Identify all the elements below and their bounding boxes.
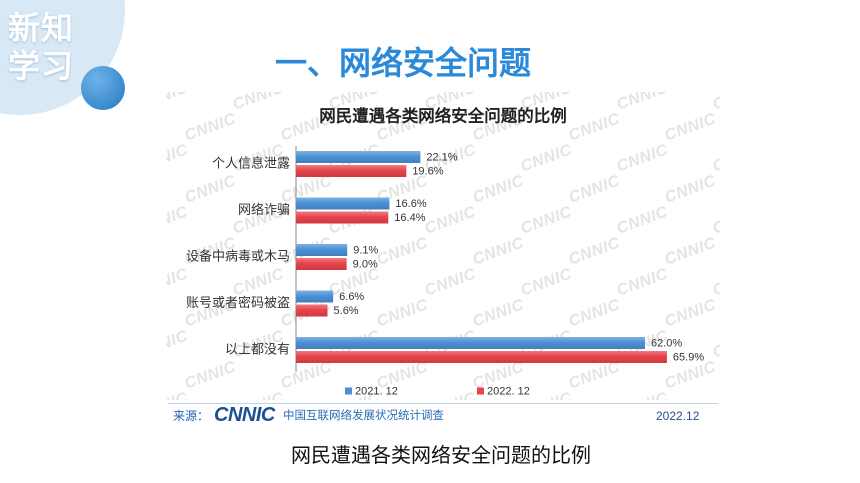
bar-series-1-category-3 [296, 244, 348, 256]
source-label: 来源： [173, 409, 210, 423]
cnnic-logo: CNNIC [214, 404, 275, 426]
source-divider [168, 403, 718, 404]
legend-swatch-series-2 [477, 387, 484, 395]
data-label-series-1-category-2: 16.6% [395, 198, 426, 210]
badge-text-line1: 新知 [8, 10, 75, 46]
data-label-series-1-category-1: 22.1% [426, 151, 457, 163]
data-label-series-1-category-5: 62.0% [651, 337, 682, 349]
legend-label-series-1: 2021. 12 [355, 385, 398, 397]
category-label-3: 设备中病毒或木马 [186, 248, 290, 263]
source-organization: 中国互联网络发展状况统计调查 [283, 410, 444, 422]
data-label-series-1-category-3: 9.1% [353, 244, 378, 256]
category-label-5: 以上都没有 [225, 341, 290, 356]
category-label-1: 个人信息泄露 [212, 155, 290, 170]
bar-chart: 网民遭遇各类网络安全问题的比例 个人信息泄露 22.1% 19.6% 网络诈骗 16.6… [186, 105, 704, 397]
data-label-series-2-category-2: 16.4% [394, 212, 425, 224]
figure-caption: 网民遭遇各类网络安全问题的比例 [291, 443, 591, 467]
category-label-4: 账号或者密码被盗 [186, 295, 290, 310]
badge-text-line2: 学习 [8, 48, 75, 84]
bar-series-2-category-2 [296, 211, 389, 224]
data-label-series-2-category-1: 19.6% [412, 165, 443, 177]
bars-layer: 个人信息泄露 22.1% 19.6% 网络诈骗 16.6% 16.4% 设备中病毒或木马 9.… [186, 151, 704, 363]
data-label-series-2-category-5: 65.9% [673, 351, 704, 363]
badge-decoration [0, 0, 125, 115]
legend-label-series-2: 2022. 12 [487, 385, 530, 397]
bar-series-2-category-4 [296, 304, 328, 317]
bar-series-1-category-2 [296, 197, 390, 210]
bar-series-2-category-1 [296, 165, 407, 177]
bar-series-1-category-5 [296, 337, 645, 349]
bar-series-1-category-4 [296, 290, 334, 303]
data-label-series-2-category-4: 5.6% [334, 305, 359, 317]
legend: 2021. 12 2022. 12 [345, 385, 530, 397]
chart-panel: CNNIC CNNIC CNNIC CNNIC CNNIC CNNIC CNNIC CNNIC… [166, 92, 720, 432]
bar-series-2-category-3 [296, 258, 347, 270]
legend-swatch-series-1 [345, 387, 352, 395]
badge-dot [81, 66, 125, 110]
bar-series-1-category-1 [296, 151, 421, 163]
data-label-series-2-category-3: 9.0% [353, 258, 378, 270]
source-date: 2022.12 [656, 409, 700, 423]
chart-title: 网民遭遇各类网络安全问题的比例 [319, 105, 567, 125]
bar-series-2-category-5 [296, 351, 667, 363]
category-label-2: 网络诈骗 [238, 202, 290, 217]
data-label-series-1-category-4: 6.6% [339, 291, 364, 303]
slide-title: 一、网络安全问题 [275, 45, 532, 81]
badge-circle [0, 0, 125, 115]
